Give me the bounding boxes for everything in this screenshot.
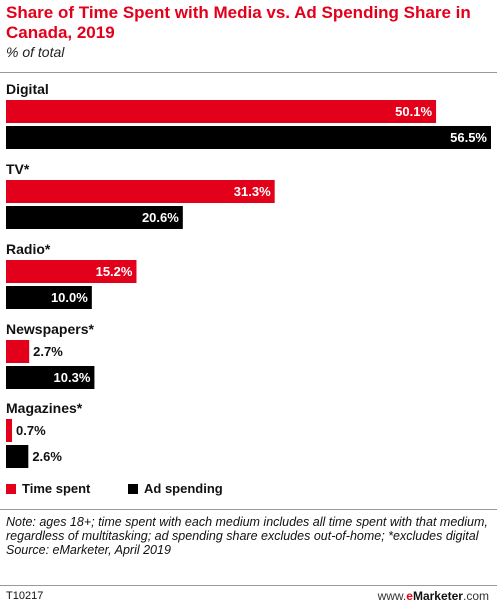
chart-subtitle: % of total <box>6 44 65 60</box>
note-text: Note: ages 18+; time spent with each med… <box>6 515 488 543</box>
legend-item-ad-spending: Ad spending <box>128 481 223 496</box>
legend-swatch-time-spent <box>6 484 16 494</box>
value-label-time-spent-tv: 31.3% <box>234 184 271 199</box>
value-label-ad-spending-digital: 56.5% <box>450 130 487 145</box>
bar-chart: Digital 50.1% 56.5% TV* 31.3% 20.6% Radio* 15.2… <box>6 81 491 468</box>
legend-item-time-spent: Time spent <box>6 481 90 496</box>
category-label-digital: Digital <box>6 81 49 97</box>
bar-time-spent-tv <box>6 180 275 203</box>
source-text: Source: eMarketer, April 2019 <box>6 543 171 557</box>
category-label-radio: Radio* <box>6 241 51 257</box>
value-label-ad-spending-newspapers: 10.3% <box>54 370 91 385</box>
brand-name: Marketer <box>412 589 463 603</box>
value-label-ad-spending-tv: 20.6% <box>142 210 179 225</box>
chart-title: Share of Time Spent with Media vs. Ad Sp… <box>6 3 471 42</box>
value-label-time-spent-newspapers: 2.7% <box>33 344 63 359</box>
bar-time-spent-radio <box>6 260 137 283</box>
legend-swatch-ad-spending <box>128 484 138 494</box>
category-label-newspapers: Newspapers* <box>6 321 94 337</box>
bar-time-spent-digital <box>6 100 437 123</box>
legend-label-time-spent: Time spent <box>22 481 91 496</box>
legend-divider <box>0 509 497 510</box>
bar-ad-spending-radio <box>6 286 92 309</box>
brand-logo: www.eMarketer.com <box>378 589 489 603</box>
chart-id: T10217 <box>6 590 44 602</box>
bar-ad-spending-tv <box>6 206 183 229</box>
bar-ad-spending-digital <box>6 126 491 149</box>
header-divider <box>0 72 497 73</box>
brand-e: e <box>406 589 413 603</box>
legend-label-ad-spending: Ad spending <box>144 481 223 496</box>
category-label-magazines: Magazines* <box>6 400 83 416</box>
bar-time-spent-newspapers <box>6 340 30 363</box>
category-label-tv: TV* <box>6 161 30 177</box>
value-label-time-spent-magazines: 0.7% <box>16 423 46 438</box>
value-label-ad-spending-magazines: 2.6% <box>32 449 62 464</box>
bar-ad-spending-newspapers <box>6 366 95 389</box>
footer-divider <box>0 585 497 586</box>
value-label-time-spent-radio: 15.2% <box>96 264 133 279</box>
brand-prefix: www. <box>377 589 407 603</box>
value-label-ad-spending-radio: 10.0% <box>51 290 88 305</box>
brand-suffix: .com <box>462 589 489 603</box>
value-label-time-spent-digital: 50.1% <box>395 104 432 119</box>
bar-ad-spending-magazines <box>6 445 29 468</box>
bar-time-spent-magazines <box>6 419 13 442</box>
chart-notes: Note: ages 18+; time spent with each med… <box>6 515 493 557</box>
